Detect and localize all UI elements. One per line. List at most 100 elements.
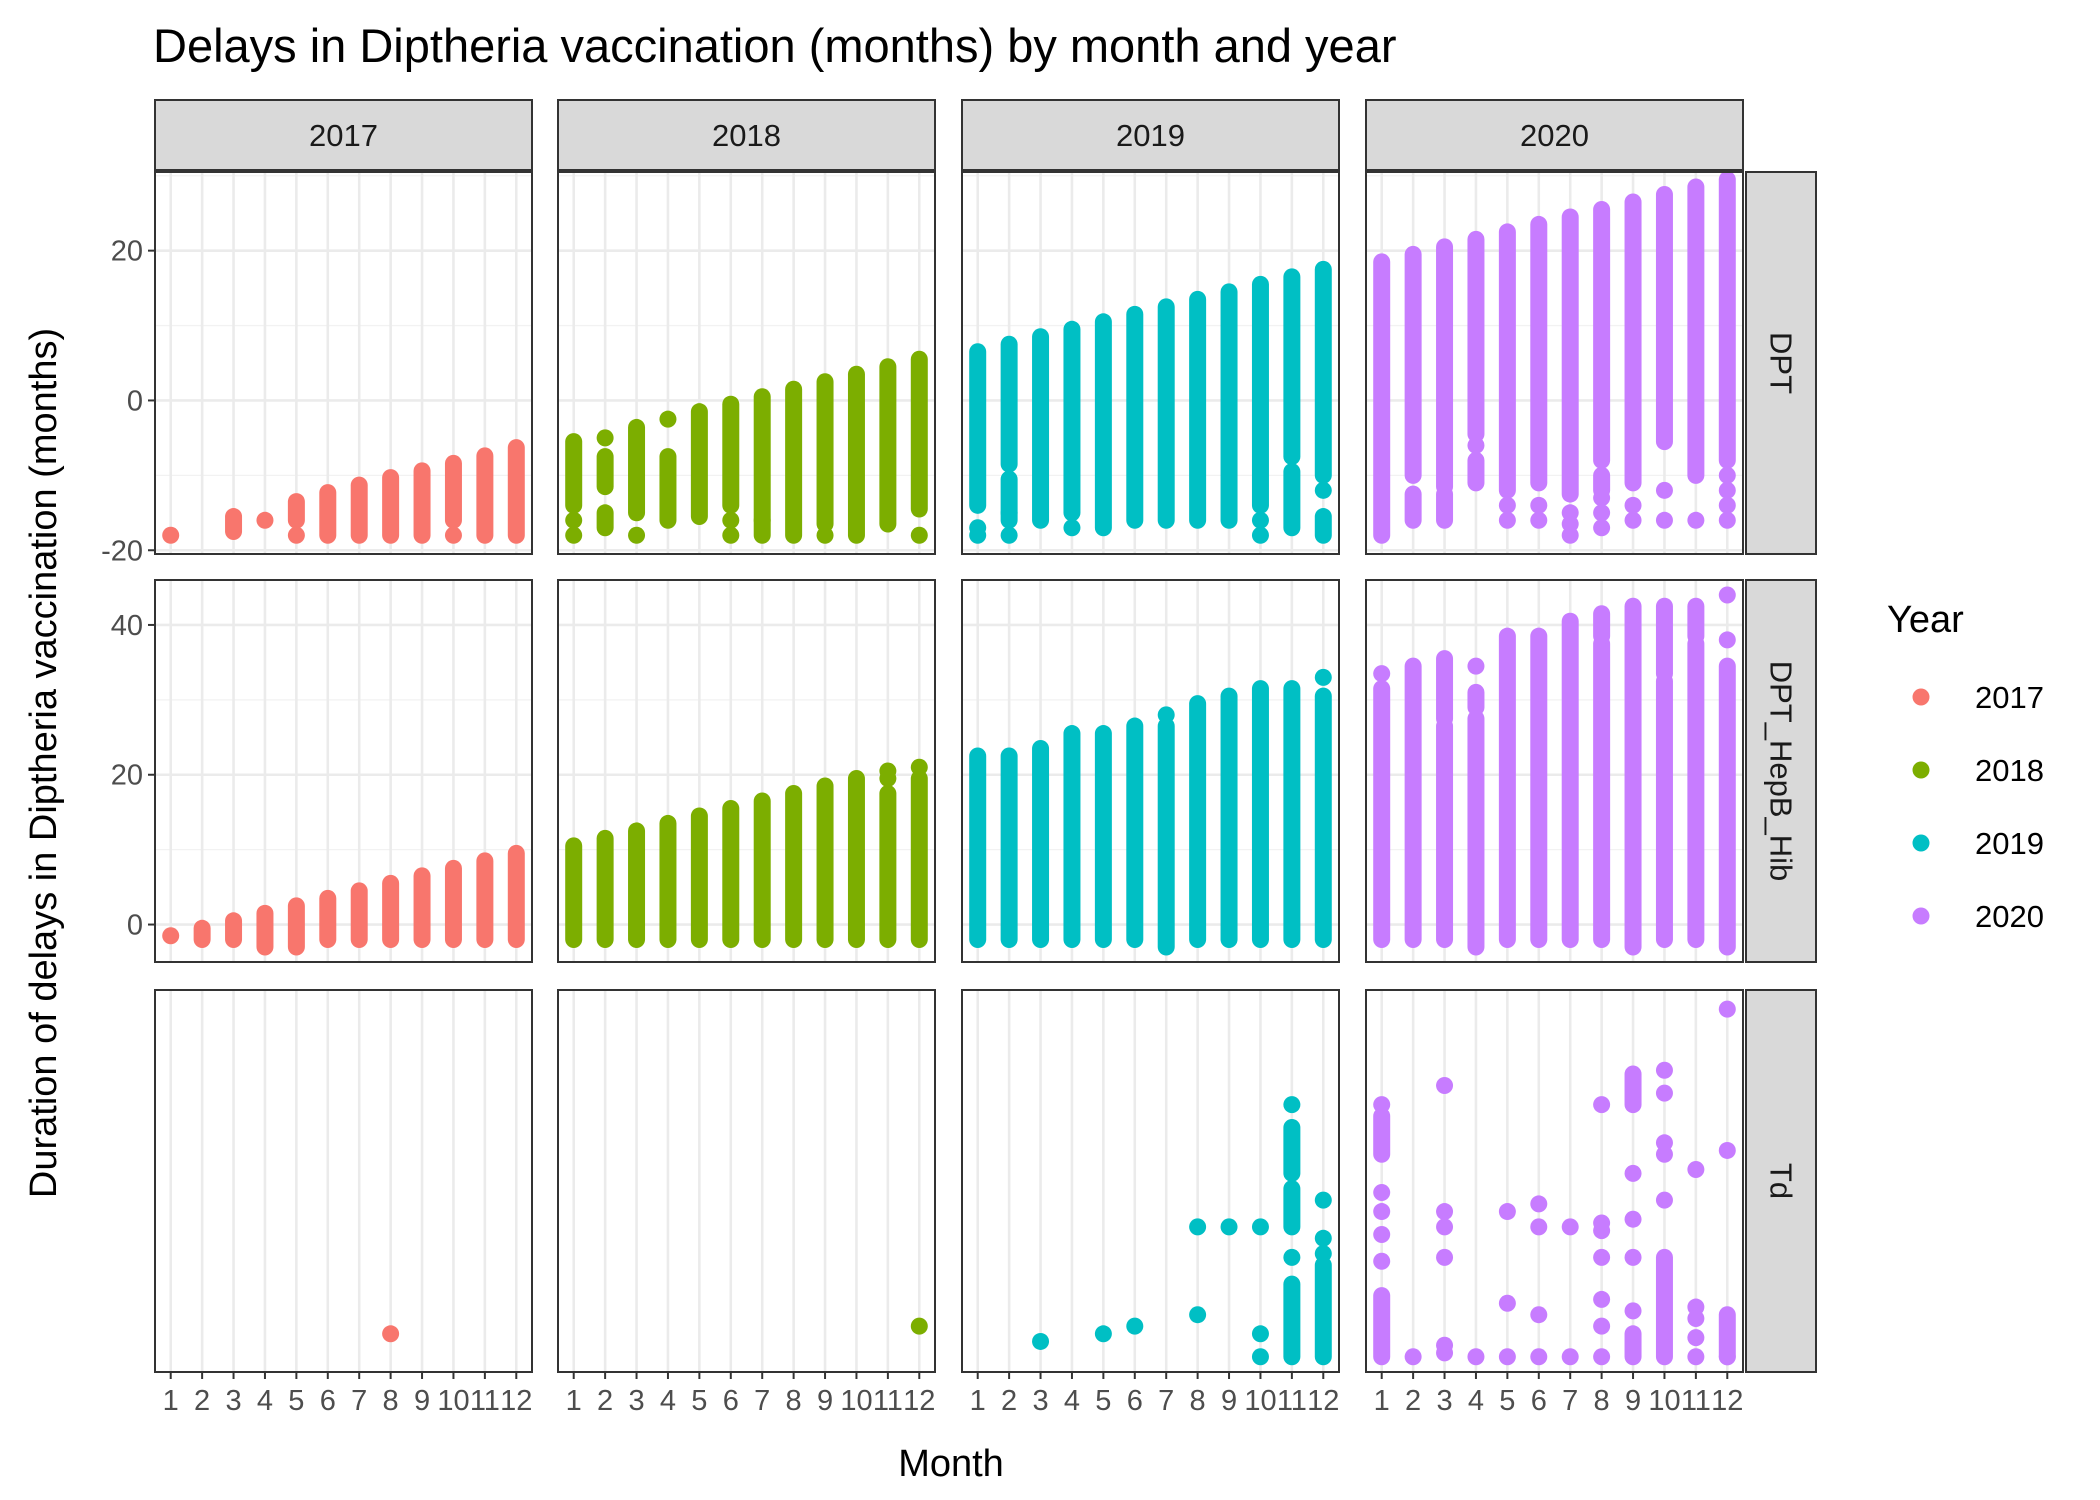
x-tick-label: 6 bbox=[320, 1385, 336, 1417]
data-point bbox=[287, 526, 305, 544]
point-stack bbox=[1467, 710, 1485, 956]
point-stack bbox=[969, 747, 987, 949]
data-point bbox=[1561, 526, 1579, 544]
data-point bbox=[1718, 511, 1736, 529]
point-stack bbox=[1718, 657, 1736, 956]
facet-strip-2017 bbox=[154, 99, 533, 171]
data-point bbox=[1530, 496, 1548, 514]
data-point bbox=[1624, 1248, 1642, 1266]
x-axis-title: Month bbox=[898, 1443, 1004, 1485]
data-point bbox=[1718, 496, 1736, 514]
data-point bbox=[722, 511, 740, 529]
x-tick-label: 9 bbox=[1625, 1385, 1641, 1417]
panel-dpt-2019 bbox=[961, 171, 1340, 555]
data-point bbox=[1530, 1195, 1548, 1213]
data-point bbox=[1718, 586, 1736, 604]
point-stack bbox=[753, 792, 771, 949]
data-point bbox=[1624, 496, 1642, 514]
data-point bbox=[1498, 1294, 1516, 1312]
data-point bbox=[1687, 1329, 1705, 1347]
data-point bbox=[1655, 1061, 1673, 1079]
data-point bbox=[1498, 1348, 1516, 1366]
y-tick-label: 40 bbox=[111, 610, 143, 642]
legend-key-2017 bbox=[1912, 688, 1930, 706]
y-tick-label: 0 bbox=[127, 910, 143, 942]
point-stack bbox=[628, 418, 646, 522]
point-stack bbox=[1220, 687, 1238, 949]
y-tick-label: -20 bbox=[101, 535, 143, 567]
data-point bbox=[1373, 665, 1391, 683]
legend-label: 2017 bbox=[1975, 680, 2044, 715]
panel-border bbox=[961, 579, 1340, 963]
panel-border bbox=[1365, 171, 1744, 555]
point-stack bbox=[1561, 612, 1579, 949]
x-tick-label: 5 bbox=[288, 1385, 304, 1417]
panel-td-2018 bbox=[557, 989, 936, 1373]
data-point bbox=[1655, 1084, 1673, 1102]
point-stack bbox=[350, 476, 368, 544]
point-stack bbox=[910, 350, 928, 518]
facet-strip-dpt bbox=[1745, 171, 1817, 555]
data-point bbox=[1157, 706, 1175, 724]
panel-background bbox=[1366, 990, 1743, 1372]
point-stack bbox=[1314, 508, 1332, 544]
data-point bbox=[1314, 481, 1332, 499]
panel-td-2019 bbox=[961, 989, 1340, 1373]
point-stack bbox=[1094, 725, 1112, 949]
facet-strip-label: DPT_HepB_Hib bbox=[1764, 661, 1799, 882]
point-stack bbox=[1624, 1065, 1642, 1114]
point-stack bbox=[476, 852, 494, 949]
chart-title: Delays in Diptheria vaccination (months)… bbox=[153, 19, 1396, 72]
point-stack bbox=[1314, 687, 1332, 949]
x-tick-label: 10 bbox=[1244, 1385, 1276, 1417]
x-tick-label: 4 bbox=[660, 1385, 676, 1417]
x-tick-label: 7 bbox=[351, 1385, 367, 1417]
x-tick-label: 4 bbox=[1468, 1385, 1484, 1417]
panel-border bbox=[961, 989, 1340, 1373]
legend-key-2019 bbox=[1912, 834, 1930, 852]
point-stack bbox=[1436, 485, 1454, 529]
data-point bbox=[910, 758, 928, 776]
x-tick-label: 8 bbox=[1190, 1385, 1206, 1417]
data-point bbox=[1189, 1306, 1207, 1324]
data-point bbox=[1624, 511, 1642, 529]
data-point bbox=[1498, 511, 1516, 529]
x-tick-label: 5 bbox=[691, 1385, 707, 1417]
data-point bbox=[1467, 436, 1485, 454]
panel-background bbox=[1366, 172, 1743, 554]
data-point bbox=[1687, 511, 1705, 529]
point-stack bbox=[476, 447, 494, 544]
data-point bbox=[1436, 1344, 1454, 1362]
data-point bbox=[1436, 1077, 1454, 1094]
point-stack bbox=[1314, 1256, 1332, 1366]
data-point bbox=[1718, 631, 1736, 649]
data-point bbox=[1718, 481, 1736, 499]
data-point bbox=[1251, 526, 1269, 544]
data-point bbox=[1373, 1203, 1391, 1221]
facet-strip-td bbox=[1745, 989, 1817, 1373]
point-stack bbox=[444, 859, 462, 949]
data-point bbox=[969, 526, 987, 544]
data-point bbox=[1624, 1210, 1642, 1228]
point-stack bbox=[287, 493, 305, 529]
point-stack bbox=[565, 837, 583, 949]
data-point bbox=[1593, 1317, 1611, 1335]
x-tick-label: 9 bbox=[1221, 1385, 1237, 1417]
point-stack bbox=[1593, 200, 1611, 469]
data-point bbox=[162, 526, 180, 544]
point-stack bbox=[1314, 260, 1332, 484]
point-stack bbox=[1251, 275, 1269, 514]
point-stack bbox=[413, 462, 431, 544]
data-point bbox=[722, 526, 740, 544]
legend-key-2018 bbox=[1912, 761, 1930, 779]
point-stack bbox=[1189, 290, 1207, 529]
point-stack bbox=[596, 448, 614, 496]
facet-strip-label: DPT bbox=[1764, 332, 1799, 394]
data-point bbox=[1718, 1000, 1736, 1018]
point-stack bbox=[1687, 635, 1705, 949]
panel-dpt-2018 bbox=[557, 171, 936, 555]
data-point bbox=[1467, 1348, 1485, 1366]
panel-background bbox=[155, 990, 532, 1372]
point-stack bbox=[1063, 320, 1081, 522]
panel-border bbox=[557, 579, 936, 963]
